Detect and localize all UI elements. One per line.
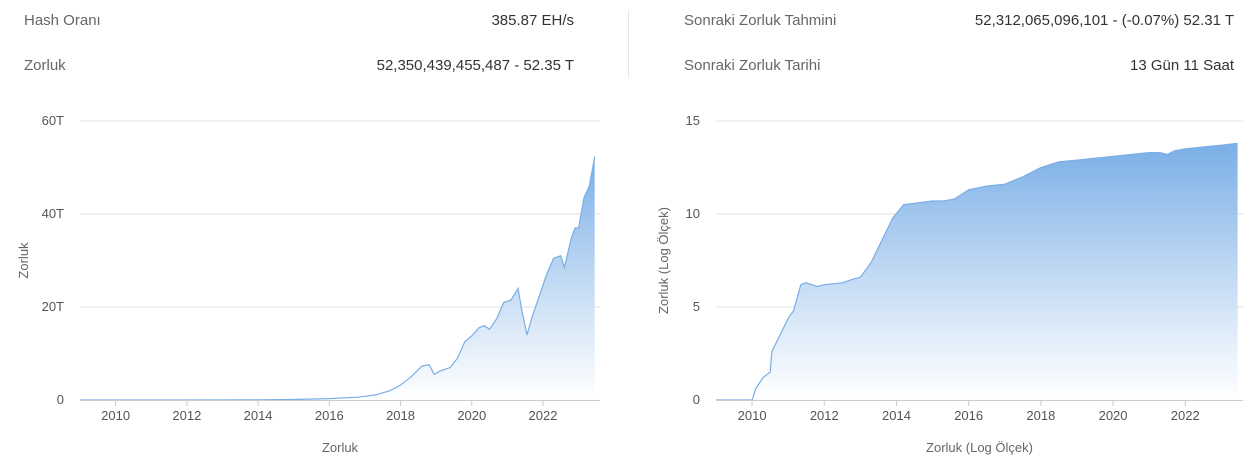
x-tick-label: 2016 xyxy=(954,408,983,423)
difficulty-label: Zorluk xyxy=(24,57,66,74)
x-tick-label: 2010 xyxy=(738,408,767,423)
x-tick-label: 2022 xyxy=(1171,408,1200,423)
difficulty-chart: 2010 2012 2014 2016 2018 2020 2022 020T40T60T … xyxy=(16,113,600,455)
y-tick-label: 15 xyxy=(686,113,700,128)
difficulty-log-chart: 2010 2012 2014 2016 2018 2020 2022 0 5 10 15 Zorl… xyxy=(656,113,1243,455)
y-axis-label: Zorluk (Log Ölçek) xyxy=(656,207,671,314)
x-tick-label: 2014 xyxy=(882,408,911,423)
x-tick-label: 2018 xyxy=(386,408,415,423)
next-date-value: 13 Gün 11 Saat xyxy=(1130,57,1234,74)
hash-rate-value: 385.87 EH/s xyxy=(491,12,574,29)
x-tick-label: 2012 xyxy=(810,408,839,423)
y-tick-label: 0 xyxy=(693,392,700,407)
y-axis-label: Zorluk xyxy=(16,242,31,279)
difficulty-line xyxy=(80,156,596,401)
next-date-label: Sonraki Zorluk Tarihi xyxy=(684,57,821,74)
x-tick-label: 2016 xyxy=(315,408,344,423)
y-tick-label: 60T xyxy=(42,113,64,128)
x-tick-label: 2020 xyxy=(1099,408,1128,423)
y-tick-label: 5 xyxy=(693,299,700,314)
stats-divider xyxy=(628,10,629,78)
hash-rate-label: Hash Oranı xyxy=(24,12,101,29)
x-axis-label: Zorluk (Log Ölçek) xyxy=(926,440,1033,455)
x-tick-label: 2012 xyxy=(172,408,201,423)
x-tick-label: 2018 xyxy=(1026,408,1055,423)
x-axis-label: Zorluk xyxy=(322,440,359,455)
y-tick-label: 10 xyxy=(686,206,700,221)
x-tick-label: 2014 xyxy=(244,408,273,423)
x-tick-label: 2010 xyxy=(101,408,130,423)
y-tick-label: 0 xyxy=(57,392,64,407)
difficulty-area xyxy=(80,156,595,400)
next-estimate-value: 52,312,065,096,101 - (-0.07%) 52.31 T xyxy=(974,12,1234,29)
difficulty-log-line xyxy=(716,142,1238,401)
difficulty-log-area xyxy=(716,143,1238,401)
y-tick-label: 20T xyxy=(42,299,64,314)
y-tick-label: 40T xyxy=(42,206,64,221)
x-tick-label: 2022 xyxy=(529,408,558,423)
x-tick-label: 2020 xyxy=(457,408,486,423)
difficulty-value: 52,350,439,455,487 - 52.35 T xyxy=(376,57,574,74)
next-estimate-label: Sonraki Zorluk Tahmini xyxy=(684,12,837,29)
